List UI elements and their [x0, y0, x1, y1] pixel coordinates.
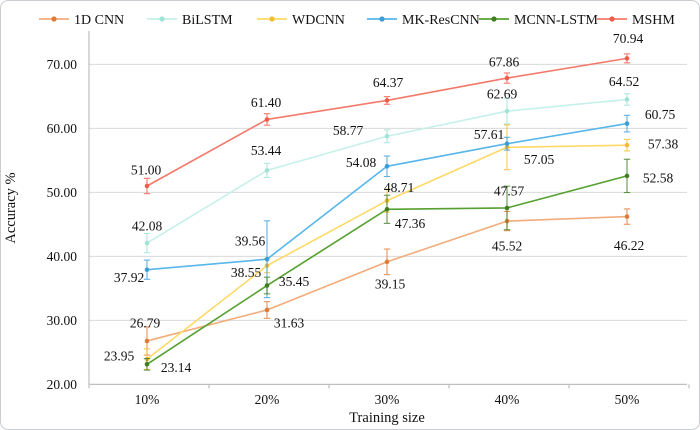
- legend-item-wdcnn: WDCNN: [257, 13, 345, 28]
- legend-marker: [269, 16, 275, 22]
- data-label: 54.08: [346, 155, 377, 170]
- data-point-marker: [264, 307, 270, 313]
- legend-item-bilstm: BiLSTM: [147, 13, 233, 28]
- data-point-marker: [264, 256, 270, 262]
- data-point-marker: [264, 168, 270, 173]
- data-point-marker: [384, 206, 390, 212]
- legend-label: BiLSTM: [182, 13, 233, 28]
- data-label: 39.56: [235, 234, 266, 249]
- data-point-marker: [504, 108, 510, 114]
- data-label: 23.14: [161, 360, 192, 375]
- y-tick-label: 60.00: [47, 121, 78, 136]
- legend-item-mcnn-lstm: MCNN-LSTM: [479, 13, 599, 28]
- data-point-marker: [144, 183, 150, 189]
- data-label: 23.95: [104, 349, 135, 364]
- x-axis-title: Training size: [349, 410, 425, 426]
- series-mshm: 51.00 61.40 64.37 67.86 70.94: [131, 31, 644, 195]
- data-label: 42.08: [132, 219, 163, 234]
- data-point-marker: [384, 163, 390, 169]
- data-point-marker: [264, 283, 270, 288]
- data-label: 53.44: [251, 143, 282, 158]
- x-tick-label: 40%: [495, 392, 520, 407]
- data-label: 47.36: [395, 216, 426, 231]
- legend-label: MCNN-LSTM: [514, 13, 599, 28]
- data-point-marker: [144, 240, 150, 246]
- legend-item-1d-cnn: 1D CNN: [39, 13, 124, 28]
- data-point-marker: [264, 117, 270, 122]
- data-label: 61.40: [251, 95, 282, 110]
- data-label: 45.52: [492, 239, 522, 254]
- data-point-marker: [624, 97, 630, 102]
- data-label: 31.63: [274, 315, 305, 330]
- legend-marker: [379, 16, 385, 22]
- data-point-marker: [624, 56, 630, 61]
- data-point-marker: [504, 75, 510, 81]
- x-tick-label: 20%: [255, 392, 280, 407]
- data-label: 64.37: [373, 75, 404, 90]
- data-label: 37.92: [114, 270, 144, 285]
- data-label: 48.71: [384, 180, 414, 195]
- series-1d-cnn: 26.79 31.63 39.15 45.52 46.22: [130, 208, 644, 356]
- x-tick-label: 30%: [375, 392, 400, 407]
- data-label: 58.77: [333, 123, 364, 138]
- legend-marker: [609, 16, 615, 22]
- y-tick-label: 20.00: [47, 377, 78, 392]
- data-point-marker: [504, 205, 510, 211]
- data-label: 26.79: [130, 315, 161, 330]
- axes: 20.00 30.00 40.00 50.00 60.00 70.00 10% 20% 30% 4…: [47, 31, 690, 407]
- data-label: 57.05: [524, 152, 555, 167]
- data-label: 64.52: [609, 74, 639, 89]
- data-label: 46.22: [614, 238, 644, 253]
- legend-marker: [491, 16, 497, 22]
- data-point-marker: [384, 98, 390, 103]
- x-tick-label: 10%: [135, 392, 160, 407]
- data-label: 52.58: [643, 170, 674, 185]
- data-point-marker: [384, 259, 390, 265]
- data-point-marker: [384, 133, 390, 139]
- legend-marker: [51, 16, 57, 22]
- data-label: 57.38: [648, 137, 679, 152]
- data-label: 70.94: [613, 31, 644, 46]
- y-axis-title: Accuracy %: [3, 172, 19, 243]
- data-point-marker: [144, 267, 150, 273]
- legend-label: MSHM: [632, 13, 675, 28]
- data-label: 38.55: [231, 265, 262, 280]
- series-mk-rescnn: 37.92 39.56 54.08 57.61 60.75: [114, 107, 676, 299]
- legend-label: MK-ResCNN: [402, 13, 480, 28]
- y-tick-label: 50.00: [47, 185, 78, 200]
- y-tick-label: 70.00: [47, 57, 78, 72]
- legend-item-mk-rescnn: MK-ResCNN: [367, 13, 480, 28]
- data-label: 57.61: [474, 127, 504, 142]
- series-layer: 26.79 31.63 39.15 45.52 46.22 42.08 53.44 58.77…: [104, 31, 679, 375]
- series-wdcnn: 23.95 38.55 48.71 57.05 57.38: [104, 124, 679, 370]
- data-label: 62.69: [487, 87, 518, 102]
- x-tick-label: 50%: [615, 392, 640, 407]
- legend-label: WDCNN: [292, 13, 345, 28]
- legend-marker: [159, 16, 165, 22]
- data-label: 67.86: [489, 55, 520, 70]
- y-tick-label: 40.00: [47, 249, 78, 264]
- legend-label: 1D CNN: [74, 13, 124, 28]
- data-label: 47.57: [494, 183, 525, 198]
- legend: 1D CNN BiLSTM WDCNN MK-ResCNN MCNN-LSTM MSHM: [39, 13, 675, 28]
- data-point-marker: [504, 141, 510, 146]
- series-bilstm: 42.08 53.44 58.77 62.69 64.52: [132, 74, 639, 254]
- data-point-marker: [144, 338, 150, 344]
- data-label: 60.75: [645, 107, 676, 122]
- data-point-marker: [624, 214, 630, 219]
- legend-item-mshm: MSHM: [597, 13, 675, 28]
- data-label: 35.45: [279, 274, 310, 289]
- data-label: 51.00: [131, 163, 162, 178]
- data-point-marker: [624, 121, 630, 126]
- data-point-marker: [624, 142, 630, 148]
- data-label: 39.15: [375, 276, 406, 291]
- y-tick-label: 30.00: [47, 313, 78, 328]
- data-point-marker: [624, 173, 630, 179]
- series-mcnn-lstm: 23.14 35.45 47.36 47.57 52.58: [143, 158, 674, 375]
- gridlines: [89, 63, 687, 321]
- data-point-marker: [144, 362, 150, 367]
